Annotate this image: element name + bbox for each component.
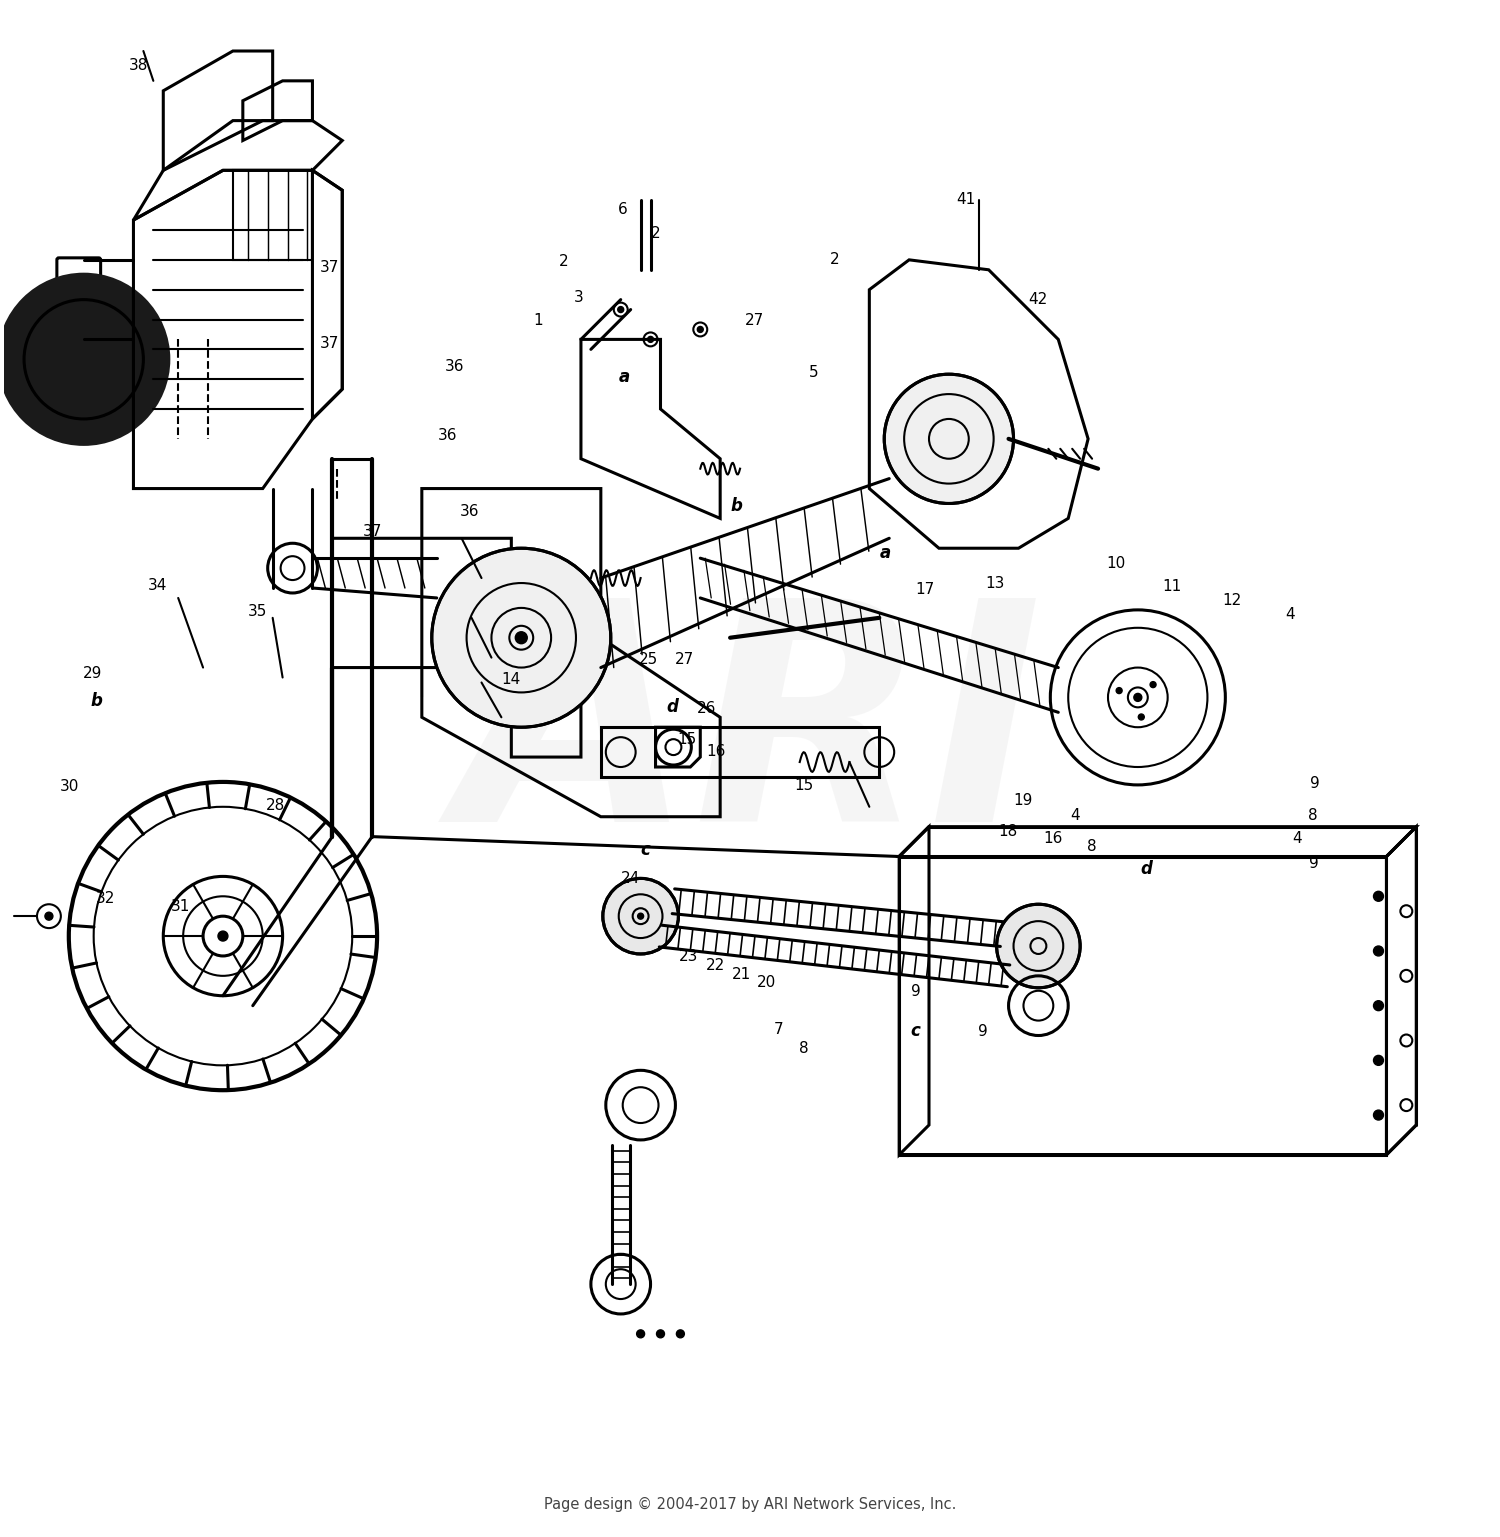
Circle shape (45, 911, 53, 921)
Text: 13: 13 (986, 576, 1005, 592)
Text: 35: 35 (248, 604, 267, 618)
Text: 17: 17 (915, 583, 934, 598)
Text: 19: 19 (1014, 793, 1032, 808)
Text: 31: 31 (171, 899, 190, 913)
Circle shape (884, 373, 1014, 504)
Text: 29: 29 (82, 666, 102, 681)
Text: 4: 4 (1286, 607, 1294, 621)
Text: 16: 16 (706, 744, 726, 759)
Text: 8: 8 (800, 1041, 808, 1056)
Circle shape (657, 1330, 664, 1337)
Circle shape (1116, 687, 1122, 693)
Circle shape (1374, 1056, 1383, 1065)
Text: a: a (880, 544, 891, 563)
Text: Page design © 2004-2017 by ARI Network Services, Inc.: Page design © 2004-2017 by ARI Network S… (544, 1497, 956, 1512)
Text: 25: 25 (639, 653, 658, 667)
Text: 8: 8 (1308, 808, 1317, 824)
Circle shape (217, 931, 228, 941)
Circle shape (1134, 693, 1142, 701)
Text: 1: 1 (534, 314, 543, 329)
Text: 38: 38 (129, 58, 149, 72)
Text: 37: 37 (363, 524, 382, 539)
Text: 26: 26 (698, 701, 717, 716)
Text: 15: 15 (794, 778, 813, 793)
Text: 27: 27 (675, 653, 694, 667)
Circle shape (618, 306, 624, 312)
Text: 30: 30 (60, 779, 80, 795)
Text: 36: 36 (460, 504, 480, 520)
Text: 4: 4 (1071, 808, 1080, 824)
Text: 9: 9 (910, 984, 921, 999)
Text: 36: 36 (446, 360, 465, 373)
Circle shape (1374, 1110, 1383, 1120)
Text: 16: 16 (1042, 832, 1062, 847)
Text: 24: 24 (621, 871, 640, 885)
Text: 22: 22 (706, 958, 726, 973)
Text: 36: 36 (438, 427, 458, 443)
Circle shape (603, 878, 678, 954)
Circle shape (636, 1330, 645, 1337)
Text: 37: 37 (320, 337, 339, 350)
Text: c: c (640, 841, 651, 859)
Text: 2: 2 (830, 252, 840, 267)
Text: c: c (910, 1022, 921, 1041)
Circle shape (996, 904, 1080, 988)
Text: 34: 34 (148, 578, 168, 593)
Text: d: d (666, 698, 678, 716)
Circle shape (648, 337, 654, 343)
Text: 32: 32 (96, 891, 116, 905)
Text: 11: 11 (1162, 579, 1182, 595)
Text: 12: 12 (1222, 593, 1242, 607)
Text: 2: 2 (558, 254, 568, 269)
Circle shape (1138, 715, 1144, 719)
Text: 14: 14 (501, 672, 520, 687)
Text: b: b (90, 692, 102, 710)
Text: 23: 23 (680, 948, 699, 964)
Text: 10: 10 (1106, 556, 1125, 572)
Text: 7: 7 (774, 1022, 783, 1037)
Text: 9: 9 (978, 1024, 987, 1039)
Text: 9: 9 (1311, 776, 1320, 792)
Circle shape (1374, 945, 1383, 956)
Circle shape (676, 1330, 684, 1337)
Circle shape (0, 275, 168, 444)
Text: 4: 4 (1293, 832, 1302, 847)
Text: 21: 21 (732, 967, 750, 982)
Text: a: a (620, 369, 630, 386)
Text: 8: 8 (1088, 839, 1096, 855)
Text: 28: 28 (266, 798, 285, 813)
Text: 2: 2 (651, 226, 662, 241)
Circle shape (698, 326, 703, 332)
Circle shape (1374, 1001, 1383, 1011)
Text: 20: 20 (758, 974, 776, 990)
Text: 9: 9 (1310, 856, 1318, 871)
Circle shape (1150, 681, 1156, 687)
Circle shape (516, 632, 526, 644)
Circle shape (432, 549, 610, 727)
Text: 6: 6 (618, 201, 628, 217)
Text: 27: 27 (746, 314, 764, 329)
Text: 41: 41 (957, 192, 976, 207)
Text: 3: 3 (573, 290, 584, 306)
Text: ARI: ARI (458, 589, 1042, 885)
Text: d: d (1142, 861, 1152, 878)
Text: 5: 5 (810, 366, 819, 380)
Text: 15: 15 (678, 732, 698, 747)
Circle shape (1374, 891, 1383, 901)
Circle shape (638, 913, 644, 919)
Text: 18: 18 (999, 824, 1017, 839)
Text: 37: 37 (320, 260, 339, 275)
Text: b: b (730, 496, 742, 515)
Text: 42: 42 (1029, 292, 1047, 307)
